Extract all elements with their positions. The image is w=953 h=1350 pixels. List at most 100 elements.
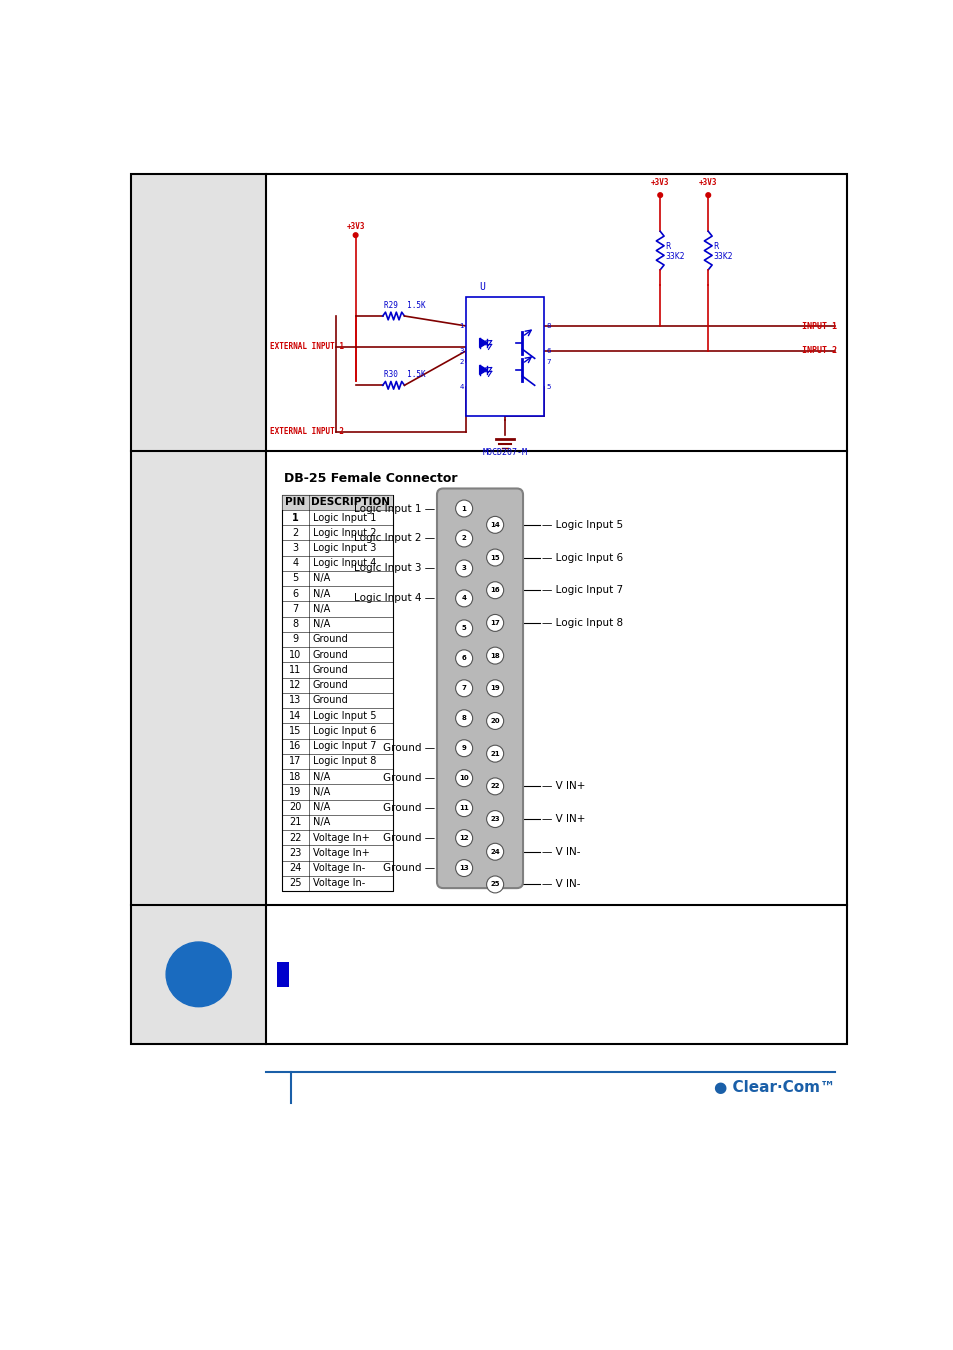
Text: MOCD207-M: MOCD207-M: [482, 448, 527, 458]
Text: Logic Input 5: Logic Input 5: [313, 710, 376, 721]
Circle shape: [486, 647, 503, 664]
Text: 16: 16: [490, 587, 499, 593]
Text: 3: 3: [459, 348, 464, 354]
Text: Ground: Ground: [313, 634, 349, 644]
Text: Ground —: Ground —: [383, 803, 435, 813]
Polygon shape: [479, 339, 487, 347]
Text: 9: 9: [461, 745, 466, 751]
Text: 12: 12: [458, 836, 469, 841]
Text: Logic Input 4: Logic Input 4: [313, 559, 376, 568]
Circle shape: [456, 649, 472, 667]
Text: 8: 8: [461, 716, 466, 721]
Text: Ground: Ground: [313, 695, 349, 706]
Text: 1: 1: [292, 513, 298, 522]
Text: EXTERNAL INPUT 2: EXTERNAL INPUT 2: [270, 427, 344, 436]
FancyBboxPatch shape: [436, 489, 522, 888]
Text: Logic Input 4 —: Logic Input 4 —: [354, 594, 435, 603]
Text: N/A: N/A: [313, 574, 330, 583]
Text: 1: 1: [461, 505, 466, 512]
Circle shape: [705, 193, 710, 197]
Text: R30  1.5K: R30 1.5K: [384, 370, 425, 379]
Text: R: R: [665, 242, 670, 251]
Text: 17: 17: [490, 620, 499, 626]
Text: PIN: PIN: [285, 497, 305, 508]
Text: 2: 2: [293, 528, 298, 537]
Text: 9: 9: [293, 634, 298, 644]
Text: — V IN-: — V IN-: [541, 879, 579, 890]
Text: Voltage In+: Voltage In+: [313, 848, 370, 857]
Text: 23: 23: [490, 815, 499, 822]
Text: 7: 7: [293, 603, 298, 614]
FancyBboxPatch shape: [131, 174, 266, 1044]
Text: Ground: Ground: [313, 649, 349, 660]
Text: R29  1.5K: R29 1.5K: [384, 301, 425, 310]
Text: 33K2: 33K2: [665, 252, 684, 261]
Circle shape: [486, 745, 503, 763]
Text: 21: 21: [289, 818, 301, 828]
Text: Logic Input 2 —: Logic Input 2 —: [354, 533, 435, 544]
Text: Logic Input 1: Logic Input 1: [313, 513, 376, 522]
Text: 4: 4: [293, 559, 298, 568]
FancyBboxPatch shape: [277, 963, 289, 987]
Text: 13: 13: [289, 695, 301, 706]
Circle shape: [456, 531, 472, 547]
Text: INPUT 1: INPUT 1: [801, 321, 836, 331]
Circle shape: [456, 830, 472, 846]
Text: 12: 12: [289, 680, 301, 690]
Text: Logic Input 2: Logic Input 2: [313, 528, 376, 537]
Text: 33K2: 33K2: [713, 252, 733, 261]
Text: Voltage In+: Voltage In+: [313, 833, 370, 842]
Text: N/A: N/A: [313, 620, 330, 629]
Circle shape: [486, 582, 503, 598]
Text: 19: 19: [490, 686, 499, 691]
Circle shape: [486, 517, 503, 533]
Text: 18: 18: [289, 772, 301, 782]
Text: 15: 15: [289, 726, 301, 736]
Text: 14: 14: [289, 710, 301, 721]
Circle shape: [353, 232, 357, 238]
Text: 15: 15: [490, 555, 499, 560]
Text: 20: 20: [289, 802, 301, 813]
Text: 2: 2: [461, 536, 466, 541]
Text: — Logic Input 6: — Logic Input 6: [541, 552, 622, 563]
Text: — Logic Input 5: — Logic Input 5: [541, 520, 622, 529]
Circle shape: [456, 500, 472, 517]
Text: 5: 5: [546, 383, 550, 390]
Text: 24: 24: [289, 863, 301, 873]
Circle shape: [486, 614, 503, 632]
Circle shape: [456, 590, 472, 608]
Circle shape: [486, 778, 503, 795]
Text: 23: 23: [289, 848, 301, 857]
Text: 18: 18: [490, 652, 499, 659]
Text: N/A: N/A: [313, 603, 330, 614]
Text: Ground —: Ground —: [383, 744, 435, 753]
Text: 2: 2: [459, 359, 464, 366]
Circle shape: [456, 769, 472, 787]
Text: 20: 20: [490, 718, 499, 724]
Text: Logic Input 3: Logic Input 3: [313, 543, 376, 554]
FancyBboxPatch shape: [282, 494, 393, 510]
Text: N/A: N/A: [313, 802, 330, 813]
Text: — V IN+: — V IN+: [541, 814, 584, 824]
Circle shape: [486, 713, 503, 729]
Text: — V IN-: — V IN-: [541, 846, 579, 857]
Circle shape: [456, 560, 472, 576]
Text: 1: 1: [459, 323, 464, 329]
Text: 3: 3: [461, 566, 466, 571]
Text: 6: 6: [461, 655, 466, 662]
Text: — V IN+: — V IN+: [541, 782, 584, 791]
Text: DB-25 Female Connector: DB-25 Female Connector: [283, 471, 456, 485]
Text: Ground —: Ground —: [383, 833, 435, 844]
Text: 4: 4: [459, 383, 464, 390]
Text: Ground: Ground: [313, 680, 349, 690]
Text: +3V3: +3V3: [346, 223, 364, 231]
Circle shape: [456, 710, 472, 726]
Text: 24: 24: [490, 849, 499, 855]
Text: — Logic Input 8: — Logic Input 8: [541, 618, 622, 628]
Text: 5: 5: [293, 574, 298, 583]
Circle shape: [456, 620, 472, 637]
Circle shape: [486, 549, 503, 566]
Text: 7: 7: [461, 686, 466, 691]
FancyBboxPatch shape: [466, 297, 543, 416]
Text: 17: 17: [289, 756, 301, 767]
